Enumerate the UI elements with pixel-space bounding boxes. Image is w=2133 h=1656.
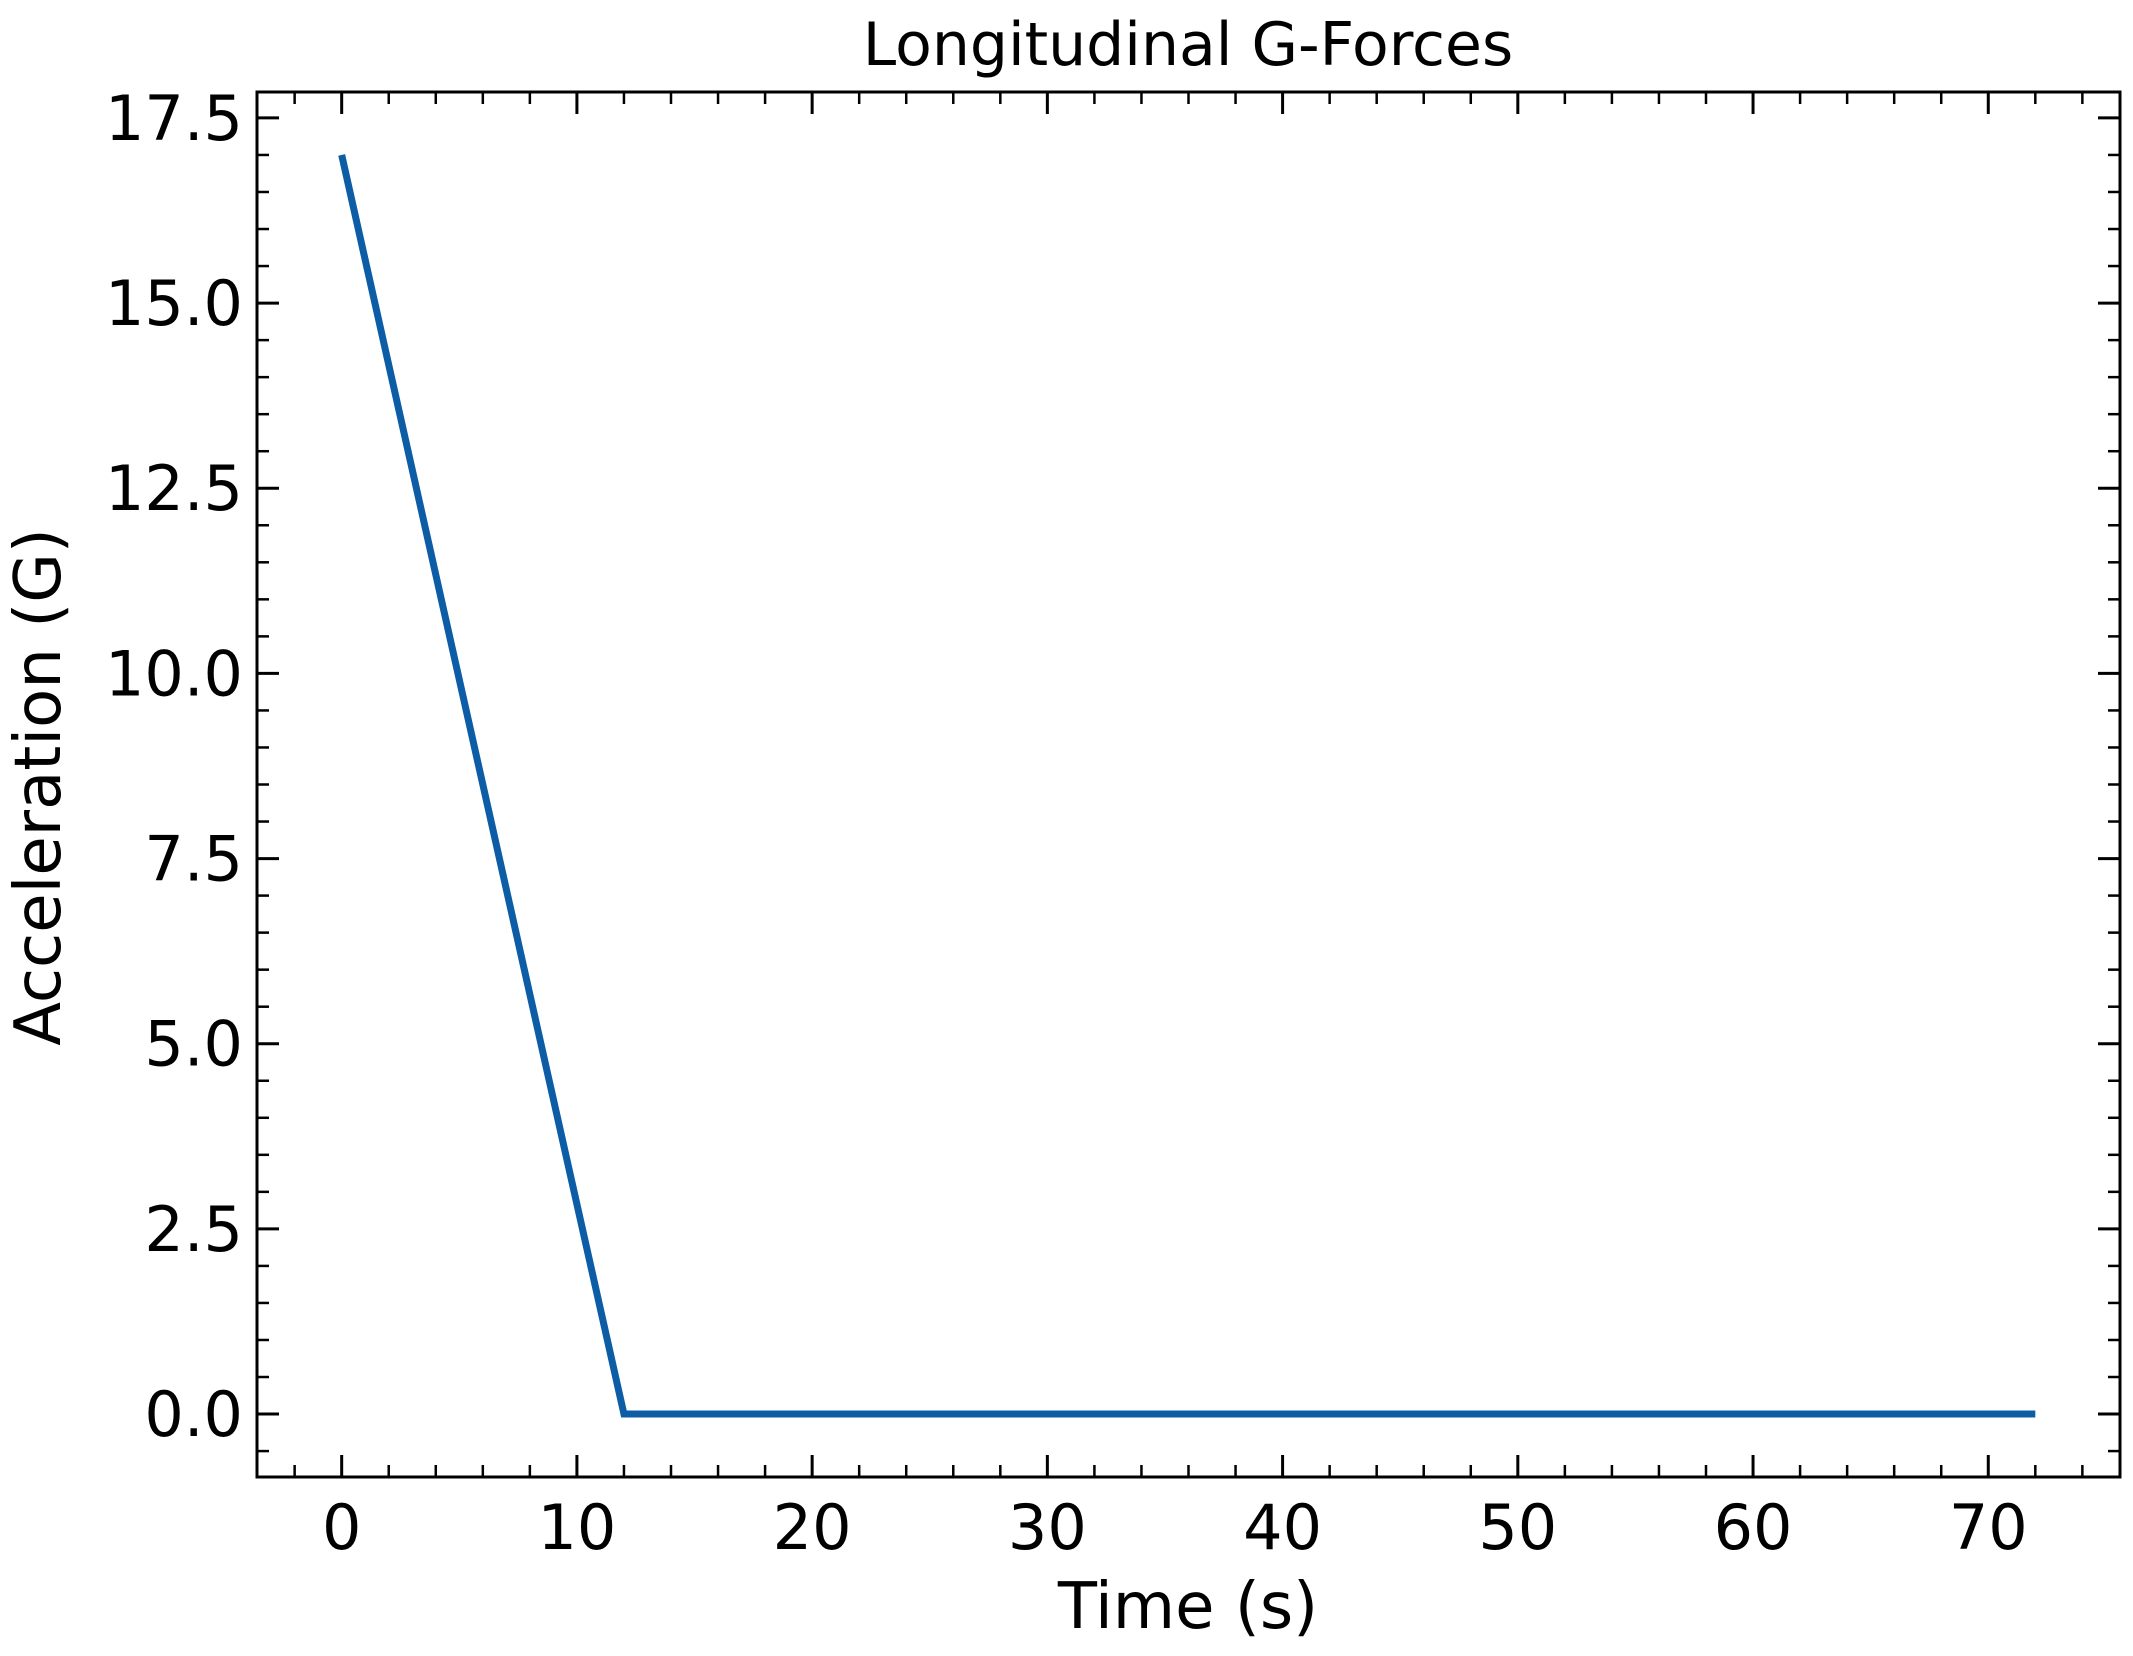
y-axis-label: Acceleration (G) xyxy=(2,528,76,1046)
y-tick-label: 0.0 xyxy=(144,1378,243,1451)
plot-area xyxy=(338,154,2036,1418)
tick-labels: 0 10 20 30 40 50 60 70 0.0 2.5 5.0 7.5 10.0 12.5 15.0 1… xyxy=(105,82,2028,1564)
x-tick-label: 60 xyxy=(1714,1491,1793,1564)
chart-title: Longitudinal G-Forces xyxy=(863,10,1513,80)
y-tick-label: 10.0 xyxy=(105,637,243,710)
y-tick-label: 7.5 xyxy=(144,823,243,896)
y-tick-label: 15.0 xyxy=(105,267,243,340)
x-tick-label: 20 xyxy=(773,1491,852,1564)
x-tick-label: 40 xyxy=(1243,1491,1322,1564)
x-tick-label: 0 xyxy=(322,1491,361,1564)
x-tick-label: 10 xyxy=(537,1491,616,1564)
y-tick-label: 12.5 xyxy=(105,452,243,525)
x-axis-label: Time (s) xyxy=(1057,1570,1318,1644)
y-tick-label: 17.5 xyxy=(105,82,243,155)
y-tick-label: 2.5 xyxy=(144,1193,243,1266)
axes-frame xyxy=(255,90,2122,1479)
x-tick-label: 30 xyxy=(1008,1491,1087,1564)
y-tick-label: 5.0 xyxy=(144,1008,243,1081)
axis-ticks xyxy=(257,92,2120,1477)
series-line-0 xyxy=(338,154,2036,1418)
x-tick-label: 50 xyxy=(1478,1491,1557,1564)
x-tick-label: 70 xyxy=(1949,1491,2028,1564)
